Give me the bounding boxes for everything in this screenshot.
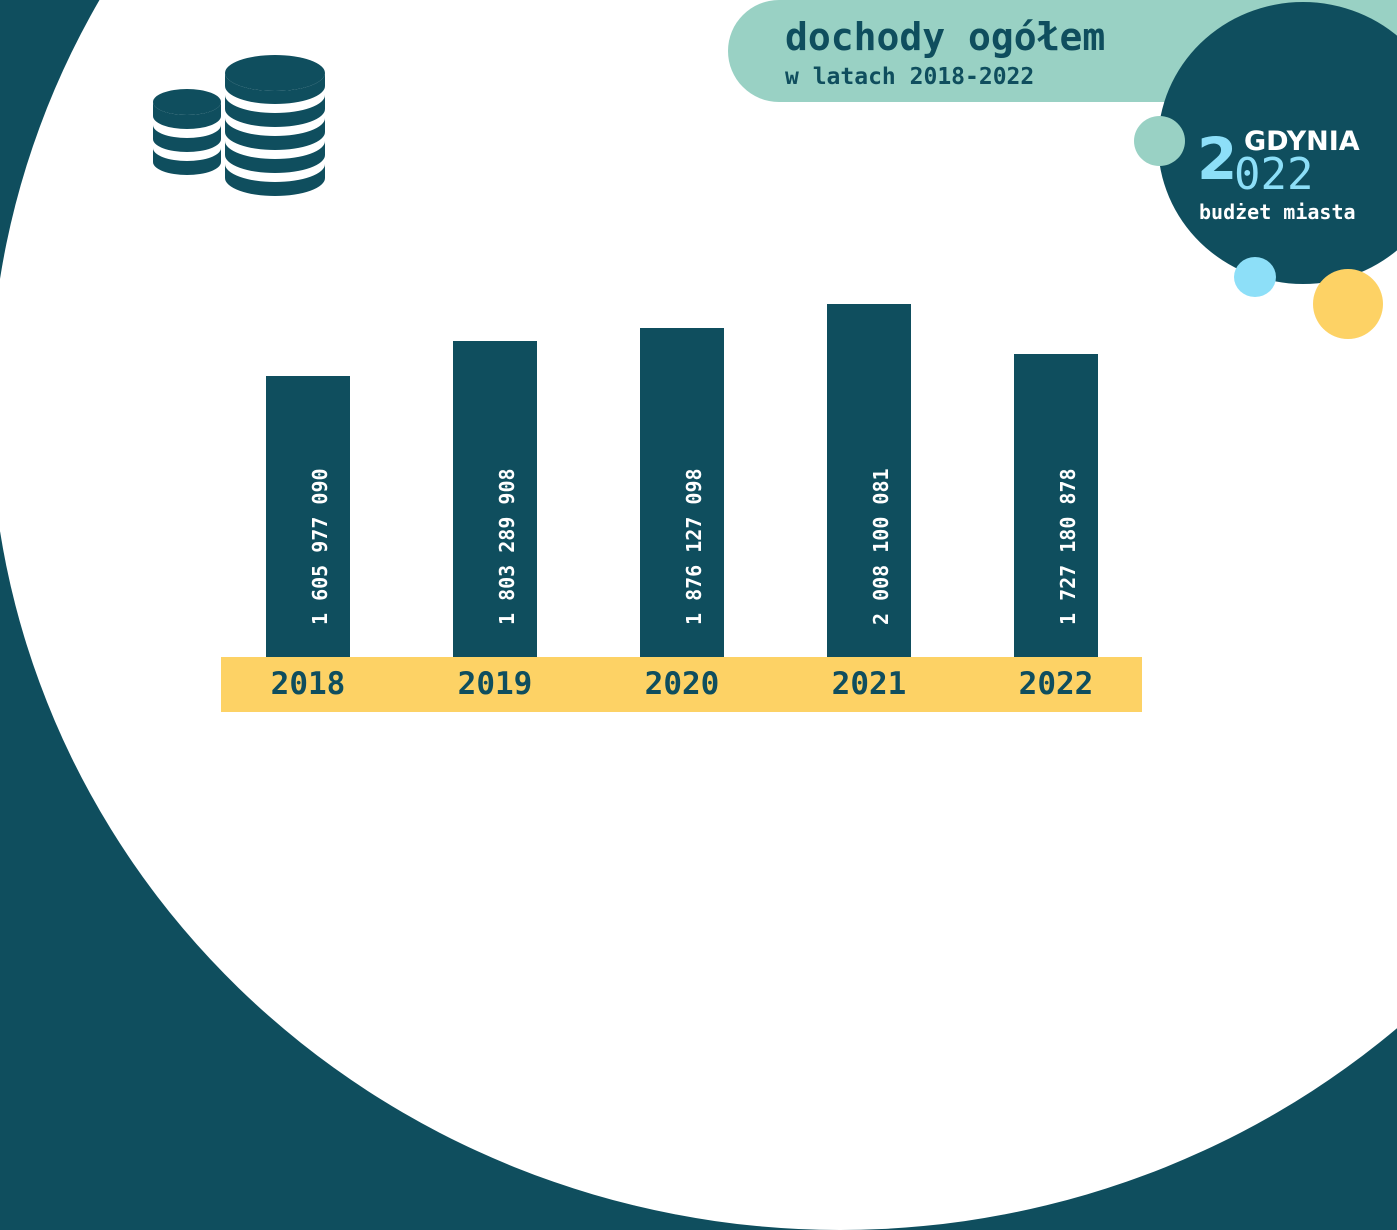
x-axis-band [221,657,1142,712]
bar-value-label: 2 008 100 081 [869,468,893,625]
x-tick-2020: 2020 [644,666,720,702]
bar-value-label: 1 803 289 908 [495,468,519,625]
logo-city-name: GDYNIA [1244,126,1360,157]
gdynia-2022-logo: 2 GDYNIA 022 budżet miasta [1197,126,1397,236]
coin-stacks-icon [152,50,332,209]
x-tick-2021: 2021 [831,666,907,702]
bar-2020: 1 876 127 098 [640,328,724,657]
logo-year-rest: 022 [1234,149,1314,200]
bar-2021: 2 008 100 081 [827,304,911,657]
x-tick-2019: 2019 [457,666,533,702]
bar-value-label: 1 876 127 098 [682,468,706,625]
decorative-mint-dot [1134,116,1185,166]
chart-title: dochody ogółem [785,15,1106,59]
chart-subtitle: w latach 2018-2022 [785,64,1035,90]
bar-value-label: 1 605 977 090 [308,468,332,625]
bar-2018: 1 605 977 090 [266,376,350,657]
logo-digit-2: 2 [1197,125,1238,193]
logo-caption: budżet miasta [1199,200,1356,224]
x-tick-2022: 2022 [1018,666,1094,702]
decorative-blue-dot [1234,257,1276,297]
x-tick-2018: 2018 [270,666,346,702]
budget-badge-circle [1158,2,1397,284]
decorative-yellow-dot [1313,269,1383,339]
bar-value-label: 1 727 180 878 [1056,468,1080,625]
bar-2022: 1 727 180 878 [1014,354,1098,657]
bar-2019: 1 803 289 908 [453,341,537,657]
